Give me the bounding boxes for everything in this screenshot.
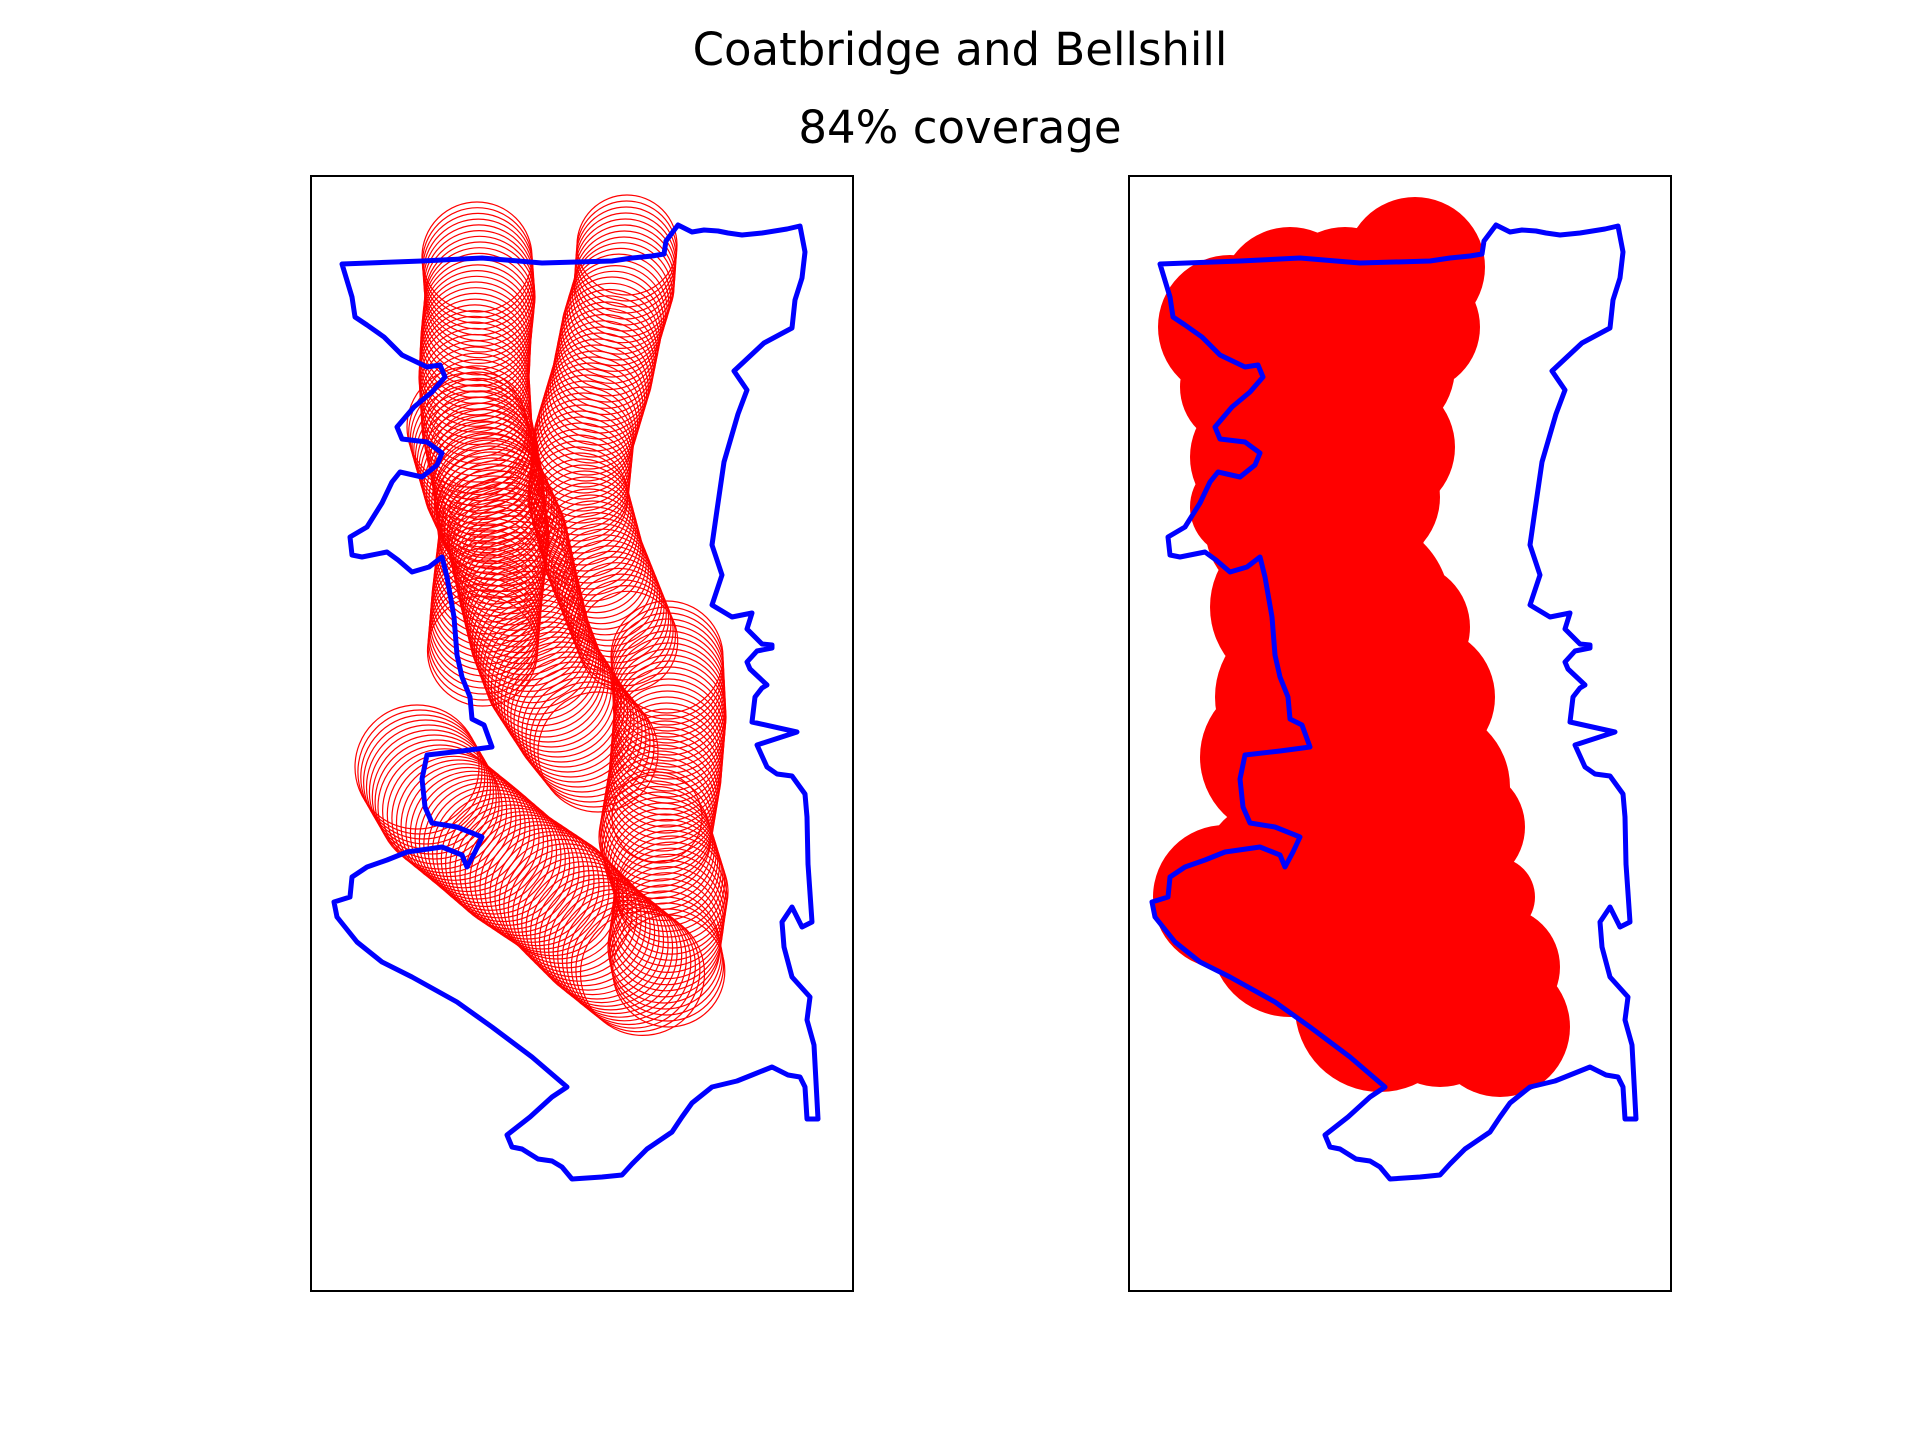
coverage-circle-outline: [608, 896, 722, 1010]
coverage-circle-outline: [544, 350, 646, 452]
coverage-circle-outline: [382, 748, 508, 874]
coverage-circle-outline: [521, 861, 647, 987]
coverage-circle-outline: [423, 781, 549, 908]
coverage-circle-outline: [468, 570, 590, 692]
coverage-circle-outline: [421, 371, 533, 483]
coverage-circle-outline: [540, 362, 642, 464]
coverage-circle-outline: [480, 605, 602, 727]
coverage-circle-outline: [418, 778, 544, 904]
coverage-filled-map-svg: [1149, 197, 1639, 1182]
coverage-circle-outline: [447, 482, 569, 604]
coverage-circle-outline: [540, 494, 642, 596]
coverage-circle-outline: [543, 881, 669, 1007]
coverage-circle-outline: [391, 755, 517, 881]
coverage-circle-outline: [487, 621, 609, 743]
coverage-subtitle: 84% coverage: [798, 101, 1122, 154]
coverage-circle-outline: [604, 744, 718, 858]
constituency-boundary: [1149, 222, 1639, 1182]
coverage-circle-outline: [454, 807, 580, 933]
coverage-circle-outline: [459, 811, 585, 937]
coverage-filled-map-panel: [1128, 175, 1672, 1292]
coverage-filled-circles: [1153, 197, 1570, 1097]
coverage-circle-outline: [479, 824, 605, 950]
coverage-circle-outline: [546, 344, 648, 446]
coverage-circle-outline: [446, 476, 568, 598]
coverage-circle-outline: [525, 676, 647, 798]
coverage-circle-outline: [512, 852, 638, 978]
coverage-circle-outline: [482, 610, 604, 732]
coverage-circle-outline: [521, 671, 643, 793]
coverage-circle-outline: [469, 817, 595, 943]
coverage-circle-outlines: [354, 194, 729, 1037]
coverage-filled-circle: [1440, 907, 1560, 1027]
coverage-circle-outline: [431, 443, 553, 565]
coverage-circle-outline: [542, 356, 644, 458]
coverage-circle-outline: [360, 714, 486, 840]
coverage-filled-circle: [1455, 857, 1535, 937]
coverage-circle-outline: [498, 838, 624, 965]
figure-title: Coatbridge and Bellshill: [692, 23, 1228, 76]
coverage-circle-outline: [612, 636, 726, 750]
coverage-circle-outline: [507, 847, 633, 973]
coverage-circle-outline: [537, 691, 659, 813]
coverage-circle-outline: [503, 646, 625, 768]
coverage-circle-outline: [575, 907, 701, 1033]
coverage-circle-outline: [503, 843, 629, 969]
coverage-circle-outline: [507, 651, 629, 773]
coverage-circle-outline: [466, 565, 588, 687]
coverage-circle-outline: [395, 759, 522, 885]
coverage-circle-outline: [423, 229, 535, 342]
constituency-boundary: [331, 222, 821, 1182]
coverage-circle-outline: [513, 661, 635, 783]
coverage-circle-outline: [431, 789, 558, 915]
coverage-circle-outline: [568, 253, 670, 355]
coverage-circle-outline: [561, 276, 663, 378]
coverage-circle-outline: [354, 704, 480, 830]
coverage-circle-outline: [612, 914, 726, 1028]
coverage-circle-outline: [451, 498, 573, 620]
coverage-circle-outline: [440, 796, 566, 923]
coverage-circle-outline: [529, 681, 651, 803]
coverage-circle-outline: [377, 744, 503, 870]
coverage-circle-outline: [601, 762, 715, 876]
coverage-circle-outline: [611, 771, 703, 863]
coverage-circle-outline: [538, 877, 665, 1004]
coverage-circle-outline: [606, 807, 721, 922]
coverage-circle-outline: [534, 874, 660, 1000]
coverage-circle-outline: [478, 599, 600, 721]
coverage-circle-outline: [362, 719, 489, 845]
coverage-circle-outline: [424, 235, 536, 347]
coverage-circle-outline: [576, 194, 678, 296]
coverage-circle-outline: [438, 459, 560, 581]
coverage-circle-outline: [409, 770, 535, 896]
coverage-circle-outline: [600, 768, 714, 882]
circle-outline-map-svg: [331, 194, 821, 1182]
coverage-circle-outline: [609, 902, 723, 1016]
coverage-circle-outline: [612, 853, 726, 967]
coverage-circle-outline: [516, 856, 642, 982]
coverage-circle-outline: [474, 821, 600, 947]
coverage-circle-outline: [371, 734, 497, 860]
coverage-circle-outline: [368, 729, 495, 855]
coverage-circle-outline: [400, 763, 526, 889]
coverage-circle-outline: [611, 908, 725, 1022]
coverage-circle-outline: [443, 470, 565, 592]
coverage-circle-outline: [473, 587, 595, 709]
coverage-circle-outline: [426, 595, 539, 707]
coverage-circle-outline: [530, 869, 656, 996]
coverage-circle-outline: [500, 641, 622, 763]
coverage-circle-outline: [608, 884, 722, 998]
coverage-circle-outline: [611, 630, 726, 744]
coverage-circle-outline: [608, 813, 722, 927]
coverage-circle-outline: [537, 374, 639, 476]
coverage-circle-outline: [405, 766, 531, 893]
coverage-circle-outline: [449, 804, 575, 930]
coverage-circle-outline: [573, 230, 675, 332]
coverage-circle-outline: [525, 865, 651, 991]
coverage-circle-outline: [517, 666, 639, 788]
coverage-circle-outline: [490, 626, 612, 748]
coverage-circle-outline: [551, 326, 653, 428]
coverage-circle-outline: [563, 270, 665, 372]
circle-outline-map-panel: [310, 175, 854, 1292]
